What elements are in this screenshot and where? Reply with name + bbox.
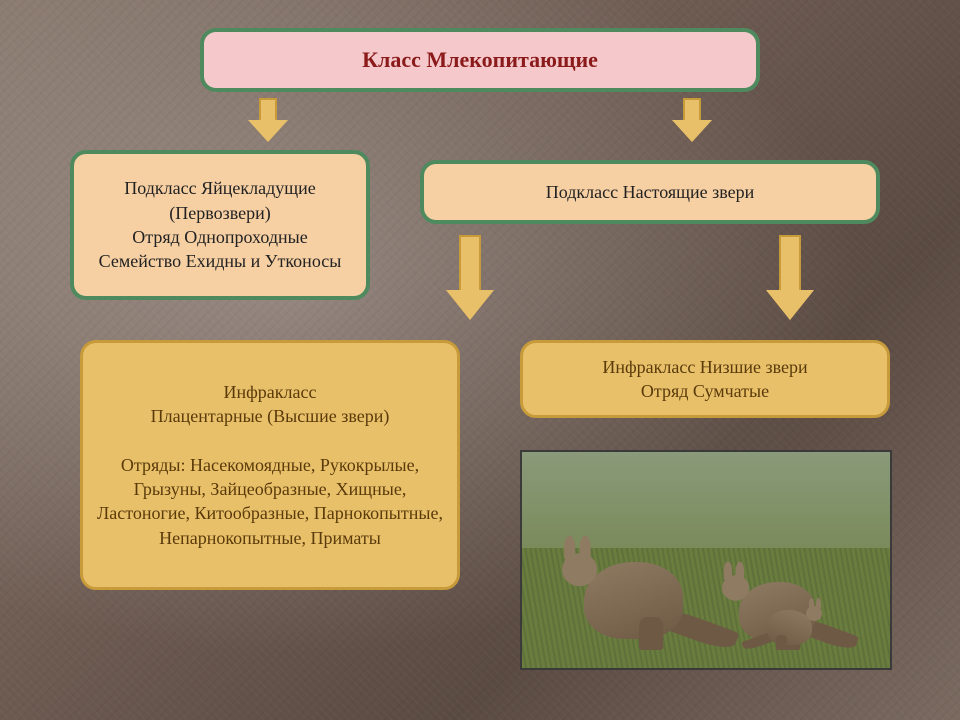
subclass-monotremes-text: Подкласс Яйцекладущие (Первозвери) Отряд… <box>88 176 352 273</box>
kangaroo-photo <box>520 450 892 670</box>
infraclass-marsupial-box: Инфракласс Низшие звери Отряд Сумчатые <box>520 340 890 418</box>
title-text: Класс Млекопитающие <box>362 45 598 75</box>
subclass-theria-text: Подкласс Настоящие звери <box>546 180 755 204</box>
title-box: Класс Млекопитающие <box>200 28 760 92</box>
infraclass-marsupial-text: Инфракласс Низшие звери Отряд Сумчатые <box>602 355 807 404</box>
infraclass-placental-box: Инфракласс Плацентарные (Высшие звери) О… <box>80 340 460 590</box>
photo-background <box>522 452 890 552</box>
infraclass-placental-text: Инфракласс Плацентарные (Высшие звери) О… <box>97 380 443 550</box>
subclass-theria-box: Подкласс Настоящие звери <box>420 160 880 224</box>
subclass-monotremes-box: Подкласс Яйцекладущие (Первозвери) Отряд… <box>70 150 370 300</box>
